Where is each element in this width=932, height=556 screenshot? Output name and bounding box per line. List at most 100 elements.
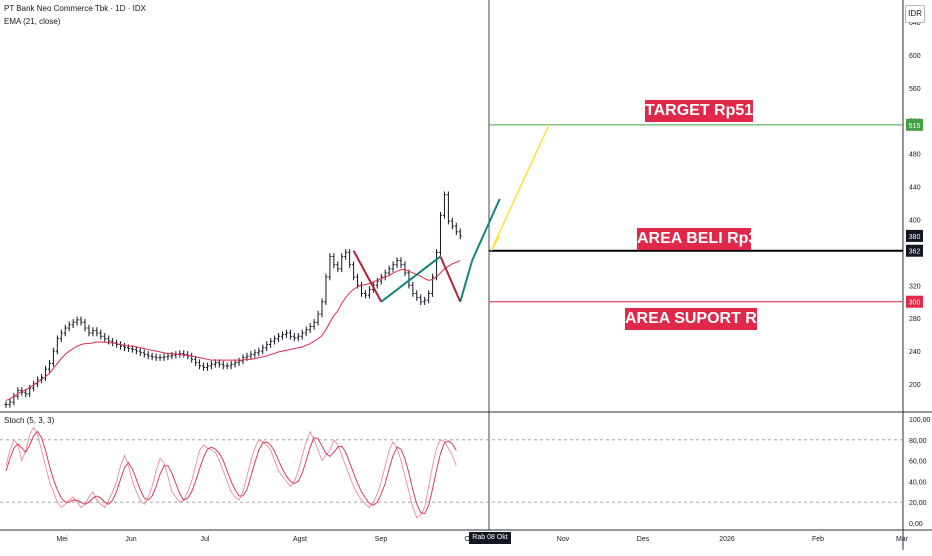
pattern-segment [380, 255, 442, 303]
price-bar [269, 337, 273, 348]
price-bar [134, 346, 138, 355]
price-bar [340, 253, 344, 273]
time-tick-label: Sep [375, 536, 388, 543]
price-bar [320, 298, 324, 318]
price-bar [194, 356, 198, 366]
price-tick-label: 640 [909, 20, 921, 27]
price-bar [119, 341, 123, 350]
price-axis-label [906, 118, 923, 131]
price-bar [253, 349, 257, 358]
price-bar [454, 222, 458, 236]
stoch-tick-label: 60,00 [909, 459, 927, 466]
pattern-segment [439, 256, 462, 303]
price-bar [111, 337, 115, 347]
stoch-tick-label: 40,00 [909, 479, 927, 486]
time-tick-label: Agst [293, 536, 307, 543]
price-bar [67, 321, 71, 332]
price-bar [44, 365, 47, 381]
price-axis-label-text: 300 [909, 300, 921, 307]
price-bar [47, 360, 51, 373]
time-tick-label: Des [637, 536, 650, 543]
price-bar [123, 342, 126, 352]
pattern-segment [459, 260, 474, 303]
price-tick-label: 320 [909, 283, 921, 290]
price-bar [442, 191, 446, 219]
price-tick-label: 560 [909, 86, 921, 93]
price-bar [419, 294, 423, 306]
price-bar [261, 344, 265, 355]
price-bar [170, 351, 174, 360]
price-bar [190, 352, 194, 363]
price-bar [241, 354, 245, 365]
target-annotation[interactable]: TARGET Rp515 [645, 100, 762, 122]
price-bar [281, 331, 284, 340]
area-suport-annotation[interactable]: AREA SUPORT Rp300 [625, 308, 793, 330]
price-bar [431, 273, 435, 297]
price-bar [257, 347, 261, 357]
price-bar [367, 286, 371, 299]
time-tick-label: Nov [557, 536, 570, 543]
price-bar [296, 332, 300, 342]
price-axis-label [906, 295, 923, 308]
price-axis-label [906, 244, 923, 257]
price-bar [352, 261, 356, 281]
time-tick-label: Mar [896, 536, 909, 543]
pattern-segment [471, 198, 501, 261]
price-bar [4, 401, 8, 408]
price-bar [99, 329, 103, 340]
price-axis-label [906, 229, 923, 242]
time-tick-label: Jul [201, 536, 210, 543]
price-bar [383, 269, 387, 281]
price-bar [138, 347, 142, 357]
price-bar [55, 335, 59, 355]
price-tick-label: 200 [909, 382, 921, 389]
price-bar [233, 359, 237, 368]
price-bar [360, 281, 363, 297]
price-bar [154, 353, 158, 361]
price-bar [225, 362, 229, 370]
price-tick-label: 600 [909, 53, 921, 60]
price-tick-label: 400 [909, 217, 921, 224]
price-bar [407, 269, 411, 289]
area-beli-annotation[interactable]: AREA BELI Rp362 [637, 228, 775, 250]
price-bar [142, 349, 146, 358]
price-axis-label-text: 362 [909, 249, 921, 256]
price-bar [391, 261, 395, 273]
price-bar [292, 332, 296, 342]
price-axis-label-text: 380 [909, 234, 921, 241]
price-bar [91, 327, 95, 337]
price-bar [458, 228, 462, 240]
price-bar [103, 332, 107, 343]
stoch-tick-label: 0,00 [909, 521, 923, 528]
price-bar [288, 329, 292, 340]
price-bar [202, 362, 205, 371]
time-tick-label: Jun [125, 536, 136, 543]
price-bar [328, 253, 332, 281]
price-tick-label: 440 [909, 185, 921, 192]
time-tick-label: Feb [812, 536, 824, 543]
stoch-legend-label: Stoch (5, 3, 3) [4, 416, 55, 425]
price-bar [83, 319, 87, 332]
chart-title: PT Bank Neo Commerce Tbk · 1D · IDX [4, 4, 146, 13]
price-bar [415, 290, 419, 301]
price-bar [300, 329, 304, 340]
stoch-tick-label: 20,00 [909, 500, 927, 507]
pattern-segment [352, 250, 383, 303]
price-bar [71, 319, 75, 329]
time-tick-label: Mei [56, 536, 68, 543]
stoch-d-line [5, 430, 457, 515]
price-bar [399, 257, 403, 268]
price-bar [387, 265, 391, 277]
price-bar [162, 353, 166, 361]
price-bar [411, 281, 415, 297]
price-bar [146, 351, 150, 360]
stoch-tick-label: 100,00 [909, 417, 931, 424]
price-tick-label: 280 [909, 316, 921, 323]
ema-line [5, 260, 461, 401]
price-bar [229, 360, 233, 370]
price-bar [12, 393, 16, 406]
currency-button[interactable]: IDR [905, 5, 925, 23]
price-tick-label: 240 [909, 349, 921, 356]
price-bar [237, 357, 241, 366]
